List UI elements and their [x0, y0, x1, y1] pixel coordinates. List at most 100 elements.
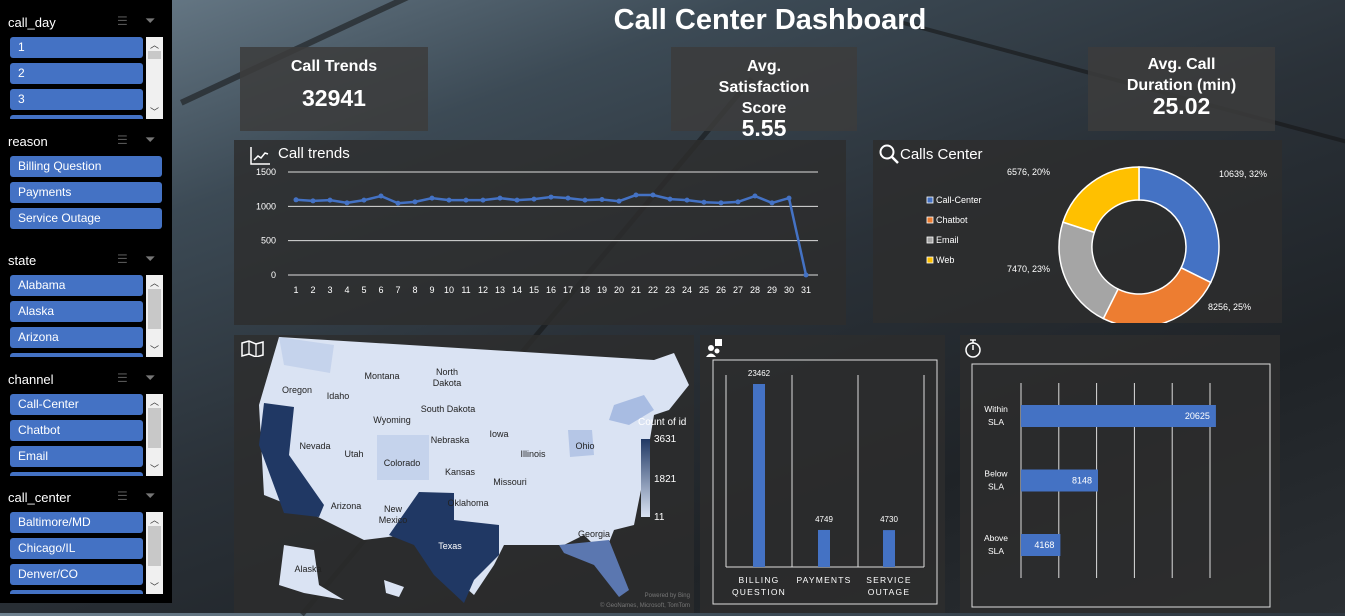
slicer-item[interactable]: Service Outage: [10, 208, 162, 229]
x-tick-label: 11: [461, 285, 470, 295]
x-tick-label: 10: [444, 285, 454, 295]
slicer-item[interactable]: Email: [10, 446, 143, 467]
slicer-item[interactable]: Alabama: [10, 275, 143, 296]
slicer-item[interactable]: Call-Center: [10, 394, 143, 415]
category-label: Above: [984, 533, 1008, 543]
slicer-item-partial[interactable]: [10, 590, 143, 594]
state-label: Nevada: [299, 441, 331, 451]
x-tick-label: 17: [563, 285, 573, 295]
legend-label: Chatbot: [936, 215, 968, 225]
slicer-item[interactable]: 2: [10, 63, 143, 84]
data-point: [446, 197, 452, 203]
slicer-scrollbar[interactable]: ︿ ﹀: [146, 512, 163, 594]
map-ohio[interactable]: [568, 430, 594, 457]
x-tick-label: 30: [784, 285, 794, 295]
state-label: Arizona: [330, 501, 362, 511]
map-icon: [241, 340, 264, 357]
category-label: OUTAGE: [868, 587, 910, 597]
multi-select-icon[interactable]: ☰: [117, 489, 128, 503]
x-tick-label: 15: [529, 285, 539, 295]
page-title: Call Center Dashboard: [613, 4, 927, 36]
chart-title: Calls Center: [900, 146, 983, 163]
x-tick-label: 27: [733, 285, 743, 295]
state-label: Alaska: [294, 564, 322, 574]
slicer-item[interactable]: Baltimore/MD: [10, 512, 143, 533]
data-point: [633, 192, 639, 198]
clear-filter-icon[interactable]: ⏷: [145, 370, 156, 385]
kpi-duration: Avg. Call Duration (min) 25.02: [1088, 47, 1275, 131]
data-point: [565, 195, 571, 201]
slicer-item[interactable]: Payments: [10, 182, 162, 203]
slicer-item[interactable]: Denver/CO: [10, 564, 143, 585]
slicer-scrollbar[interactable]: ︿ ﹀: [146, 37, 163, 119]
map-contiguous-us[interactable]: [259, 337, 689, 595]
map-alaska[interactable]: [279, 545, 344, 600]
clear-filter-icon[interactable]: ⏷: [145, 132, 156, 147]
slicer-scrollbar[interactable]: ︿ ﹀: [146, 275, 163, 357]
data-point: [786, 195, 792, 201]
x-tick-label: 26: [716, 285, 726, 295]
bar: [1021, 469, 1098, 492]
data-point: [718, 200, 724, 206]
slicer-item-partial[interactable]: [10, 353, 143, 357]
x-tick-label: 28: [750, 285, 760, 295]
multi-select-icon[interactable]: ☰: [117, 14, 128, 28]
slicer-scrollbar[interactable]: ︿ ﹀: [146, 394, 163, 476]
x-tick-label: 3: [327, 285, 332, 295]
data-point: [293, 197, 299, 203]
state-label: Illinois: [520, 449, 546, 459]
data-label: 6576, 20%: [1007, 167, 1050, 177]
kpi-call-trends: Call Trends 32941: [240, 47, 428, 131]
data-label: 20625: [1185, 411, 1210, 421]
state-label: Oregon: [281, 385, 313, 395]
slicer-title: reason: [8, 134, 48, 149]
slicer-item[interactable]: 1: [10, 37, 143, 58]
multi-select-icon[interactable]: ☰: [117, 252, 128, 266]
map-florida[interactable]: [559, 540, 629, 597]
map-colorado[interactable]: [377, 435, 429, 480]
data-point: [395, 200, 401, 206]
data-point: [599, 196, 605, 202]
data-point: [310, 198, 316, 204]
map-new-york[interactable]: [609, 395, 654, 425]
state-label: Montana: [364, 371, 400, 381]
data-label: 8148: [1072, 476, 1092, 486]
legend-label: Call-Center: [936, 195, 982, 205]
kpi-label: Call Trends: [290, 58, 378, 75]
map-california[interactable]: [259, 403, 324, 517]
data-point: [514, 197, 520, 203]
legend-mid: 1821: [654, 474, 677, 485]
us-choropleth-map[interactable]: [234, 335, 694, 613]
category-label: PAYMENTS: [796, 575, 851, 585]
slicer-item[interactable]: Alaska: [10, 301, 143, 322]
map-texas[interactable]: [389, 492, 499, 603]
category-label: SLA: [988, 417, 1004, 427]
data-point: [684, 197, 690, 203]
slicer-item-partial[interactable]: [10, 115, 143, 119]
data-point: [531, 196, 537, 202]
y-tick-label: 1000: [256, 201, 276, 211]
map-washington[interactable]: [279, 337, 334, 373]
x-tick-label: 18: [580, 285, 590, 295]
clear-filter-icon[interactable]: ⏷: [145, 488, 156, 503]
x-tick-label: 20: [614, 285, 624, 295]
map-panel: Oregon Idaho Montana North Dakota South Dako…: [234, 335, 694, 613]
map-hawaii[interactable]: [384, 580, 404, 597]
clear-filter-icon[interactable]: ⏷: [145, 251, 156, 266]
slicer-item-partial[interactable]: [10, 472, 143, 476]
multi-select-icon[interactable]: ☰: [117, 371, 128, 385]
slicer-item[interactable]: Chicago/IL: [10, 538, 143, 559]
clear-filter-icon[interactable]: ⏷: [145, 13, 156, 28]
map-copyright: © GeoNames, Microsoft, TomTom: [600, 603, 690, 609]
data-point: [412, 199, 418, 205]
call-trends-panel: Call trends 0 500 1000 1500 1 2 3 4 5 6 7 8 9 10 11 12 1…: [234, 140, 846, 325]
bar: [753, 383, 765, 567]
slicer-item[interactable]: Chatbot: [10, 420, 143, 441]
multi-select-icon[interactable]: ☰: [117, 133, 128, 147]
legend-swatch: [926, 236, 934, 244]
slicer-item[interactable]: Billing Question: [10, 156, 162, 177]
calls-center-panel: Calls Center 10639, 32% Call-Center 8256, …: [873, 140, 1282, 323]
slicer-item[interactable]: 3: [10, 89, 143, 110]
state-label: North Dakota: [432, 367, 462, 388]
slicer-item[interactable]: Arizona: [10, 327, 143, 348]
